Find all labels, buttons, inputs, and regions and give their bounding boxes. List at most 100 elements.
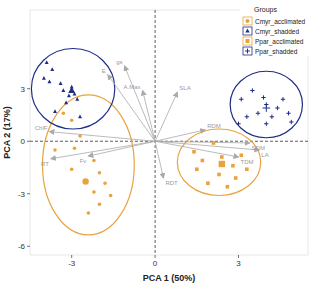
point [212, 141, 216, 145]
point [245, 167, 249, 171]
legend-label: Ppar_acclimated [255, 38, 304, 46]
loading-arrow [143, 91, 156, 142]
y-axis-title: PCA 2 (17%) [2, 106, 12, 159]
group-ellipse [43, 95, 135, 235]
point [61, 88, 65, 92]
point [206, 181, 210, 185]
loading-label: RDT [165, 180, 178, 186]
centroid [82, 178, 88, 184]
point [92, 190, 96, 194]
loading-arrow [125, 66, 156, 141]
point [239, 153, 243, 157]
loading-label: ChlF [35, 125, 48, 131]
point [192, 150, 196, 154]
group-ellipse [31, 49, 114, 130]
loading-label: E [102, 68, 106, 74]
y-tick [27, 141, 30, 142]
legend-key [243, 37, 252, 45]
legend-label: Cmyr_acclimated [255, 18, 306, 26]
point [239, 97, 243, 101]
point [53, 148, 57, 152]
zero-line-x [155, 10, 156, 255]
loading-arrow [88, 141, 155, 156]
point [45, 60, 49, 64]
legend-key [243, 47, 252, 55]
point [250, 88, 254, 92]
point [78, 115, 82, 119]
point [231, 164, 235, 168]
loading-label: RT [41, 161, 49, 167]
point [67, 94, 71, 98]
point [70, 167, 74, 171]
point [236, 122, 240, 126]
point [92, 159, 96, 163]
loading-arrow [108, 75, 155, 142]
point [103, 181, 107, 185]
loading-label: TDM [241, 159, 254, 165]
point [78, 134, 82, 138]
point [286, 111, 290, 115]
legend-title: Groups [254, 6, 277, 14]
y-tick-label: -6 [18, 242, 26, 251]
point [261, 95, 265, 99]
group-ellipse [230, 71, 302, 138]
point [53, 109, 57, 113]
y-tick-label: -3 [18, 190, 26, 199]
centroid [262, 104, 270, 112]
loading-label: gs [116, 59, 122, 65]
point [226, 185, 230, 189]
y-tick [27, 88, 30, 89]
y-tick [27, 193, 30, 194]
point [234, 176, 238, 180]
point [281, 97, 285, 101]
point [62, 111, 66, 115]
plot-marks [30, 10, 308, 255]
point [98, 171, 102, 175]
loading-arrow [155, 130, 205, 141]
point [264, 122, 268, 126]
point [73, 146, 77, 150]
y-tick-label: 3 [21, 85, 26, 94]
centroid [68, 87, 75, 93]
legend-marker [245, 29, 249, 33]
y-tick [27, 246, 30, 247]
legend-box [240, 4, 310, 56]
loading-arrow [155, 141, 238, 157]
point [64, 101, 68, 105]
x-axis-title: PCA 1 (50%) [143, 273, 196, 283]
x-tick-label: -3 [68, 259, 76, 268]
loading-arrow [155, 141, 163, 178]
loading-label: SLA [179, 85, 190, 91]
point [98, 202, 102, 206]
legend-label: Cmyr_shadded [255, 28, 299, 36]
point [50, 67, 54, 71]
point [42, 76, 46, 80]
group-ellipse [177, 129, 260, 196]
chart: -303-6-303PCA 1 (50%)PCA 2 (17%)EgsA.Max… [0, 0, 312, 298]
point [47, 80, 51, 84]
loading-label: Fv [80, 158, 87, 164]
loading-arrow [155, 141, 259, 150]
point [256, 111, 260, 115]
loading-label: LA [261, 152, 268, 158]
legend-key [243, 17, 252, 25]
legend-marker [246, 39, 250, 43]
x-tick [71, 255, 72, 258]
loading-label: A.Max [124, 84, 141, 90]
point [87, 211, 91, 215]
point [270, 115, 274, 119]
loading-arrow [155, 92, 177, 141]
point [201, 159, 205, 163]
point [59, 81, 63, 85]
point [217, 173, 221, 177]
legend-key [243, 27, 252, 35]
x-tick-label: 0 [153, 259, 158, 268]
loading-arrow [51, 141, 155, 159]
loading-label: RDM [207, 123, 221, 129]
loading-arrow [49, 132, 155, 142]
legend-label: Ppar_shadded [255, 48, 298, 56]
point [275, 106, 279, 110]
legend-marker [246, 19, 250, 23]
loading-label: SDM [252, 145, 265, 151]
point [109, 194, 113, 198]
